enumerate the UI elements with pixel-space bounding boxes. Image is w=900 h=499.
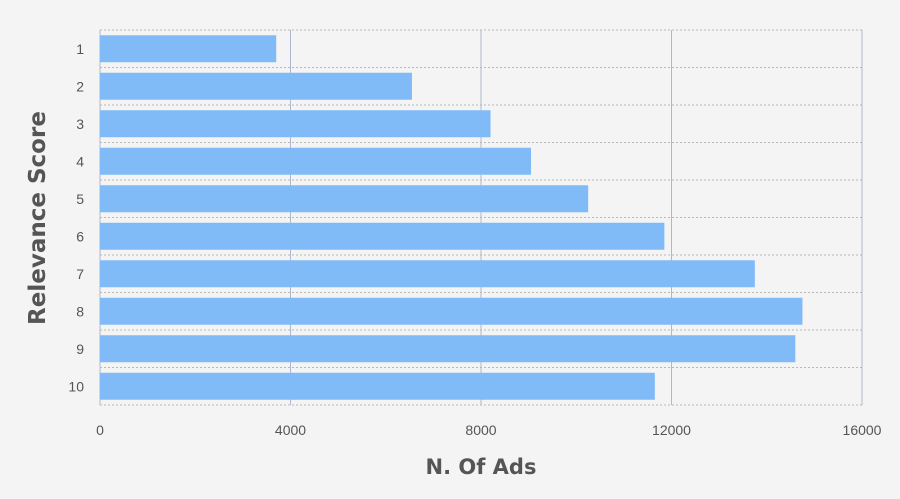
bar-score-9 — [100, 335, 796, 363]
y-axis-title: Relevance Score — [25, 111, 51, 325]
y-tick-label: 10 — [68, 378, 84, 394]
horizontal-gridlines — [100, 29, 862, 406]
y-tick-label: 7 — [76, 266, 84, 282]
x-tick-label: 12000 — [652, 422, 691, 438]
bar-score-5 — [100, 185, 589, 213]
bar-score-1 — [100, 35, 277, 63]
bar-score-2 — [100, 72, 412, 100]
x-tick-labels: 0 4000 8000 12000 16000 — [96, 422, 882, 438]
bars — [100, 35, 803, 400]
y-tick-label: 5 — [76, 191, 84, 207]
y-tick-label: 3 — [76, 116, 84, 132]
bar-score-8 — [100, 297, 803, 325]
y-tick-label: 8 — [76, 303, 84, 319]
y-tick-label: 2 — [76, 78, 84, 94]
y-tick-label: 1 — [76, 41, 84, 57]
x-tick-label: 0 — [96, 422, 104, 438]
y-tick-label: 9 — [76, 341, 84, 357]
y-tick-label: 6 — [76, 228, 84, 244]
y-tick-label: 4 — [76, 153, 84, 169]
y-tick-labels: 1 2 3 4 5 6 7 8 9 10 — [68, 41, 84, 395]
x-tick-label: 4000 — [275, 422, 306, 438]
bar-score-7 — [100, 260, 755, 288]
bar-score-3 — [100, 110, 491, 138]
bar-score-10 — [100, 372, 655, 400]
x-tick-label: 16000 — [843, 422, 882, 438]
bar-score-4 — [100, 147, 532, 175]
x-tick-label: 8000 — [465, 422, 496, 438]
bar-score-6 — [100, 222, 665, 250]
x-axis-title: N. Of Ads — [426, 455, 537, 479]
